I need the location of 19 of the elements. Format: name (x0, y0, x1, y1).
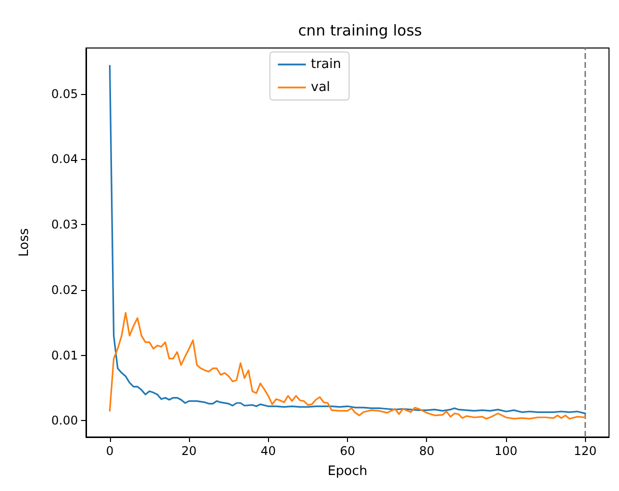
x-tick-label: 20 (181, 444, 197, 458)
x-tick-label: 100 (494, 444, 518, 458)
x-tick-label: 40 (260, 444, 276, 458)
legend-label: train (310, 57, 342, 72)
x-axis-title: Epoch (328, 464, 368, 479)
x-tick-label: 120 (574, 444, 597, 458)
y-tick-label: 0.04 (51, 152, 78, 166)
y-tick-label: 0.01 (51, 348, 78, 362)
y-tick-label: 0.02 (51, 282, 78, 297)
y-tick-label: 0.05 (51, 86, 78, 101)
legend-label: val (310, 80, 330, 95)
x-tick-label: 60 (340, 444, 356, 458)
y-tick-label: 0.03 (51, 218, 78, 232)
chart-title: cnn training loss (298, 22, 422, 40)
x-tick-label: 80 (419, 444, 434, 458)
line-series (108, 312, 586, 420)
y-axis-title: Loss (17, 228, 32, 257)
y-tick-label: 0.00 (51, 414, 78, 428)
x-tick-label: 0 (106, 444, 114, 458)
